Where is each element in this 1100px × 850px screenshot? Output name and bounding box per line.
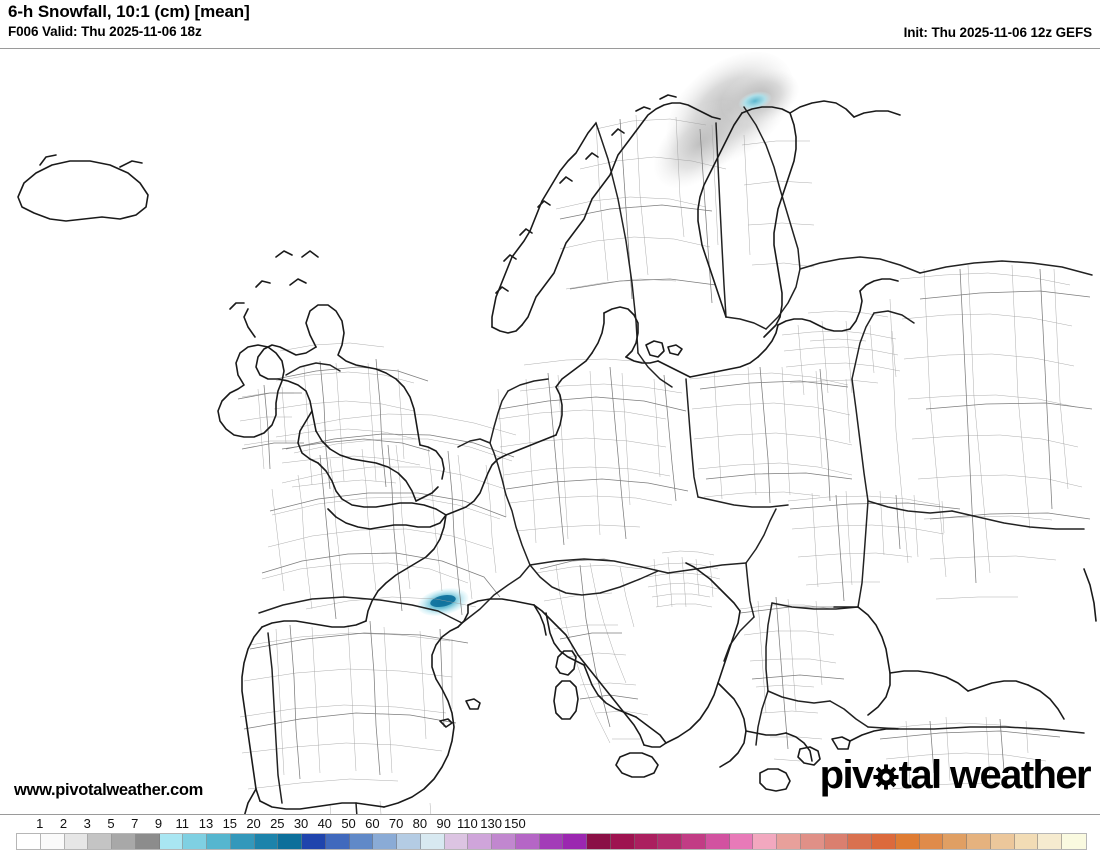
pivotal-weather-logo: piv tal weather — [819, 753, 1092, 797]
model-init-time: Init: Thu 2025-11-06 12z GEFS — [903, 25, 1093, 40]
colorbar-swatch — [610, 834, 635, 849]
colorbar: 1 2 3 5 7 9 11 13 15 20 25 30 40 50 60 70 80 90 110 130 150 — [0, 816, 1100, 850]
title-block: 6-h Snowfall, 10:1 (cm) [mean] F006 Vali… — [8, 2, 250, 40]
colorbar-swatch — [634, 834, 659, 849]
colorbar-tick-label: 80 — [412, 816, 428, 831]
colorbar-tick-label: 40 — [317, 816, 333, 831]
colorbar-tick-label: 130 — [480, 816, 502, 831]
coastlines-layer — [17, 94, 1097, 814]
shaded-area-scandinavia-2 — [653, 100, 747, 188]
colorbar-tick-label: 15 — [222, 816, 238, 831]
colorbar-tick-label: 150 — [504, 816, 526, 831]
colorbar-swatch — [967, 834, 991, 849]
colorbar-swatch — [373, 834, 397, 849]
colorbar-swatch — [753, 834, 777, 849]
colorbar-tick-label: 13 — [198, 816, 214, 831]
colorbar-tick-label: 20 — [246, 816, 261, 831]
colorbar-swatch — [159, 834, 184, 849]
colorbar-swatch — [824, 834, 849, 849]
colorbar-swatch — [943, 834, 967, 849]
colorbar-swatch — [468, 834, 492, 849]
colorbar-tick-label: 5 — [107, 816, 115, 831]
colorbar-swatch — [872, 834, 896, 849]
country-borders-layer — [258, 106, 1093, 814]
colorbar-tick-label: 110 — [456, 816, 478, 831]
colorbar-swatches[interactable] — [16, 833, 1087, 850]
map-canvas[interactable]: www.pivotalweather.com piv tal weather — [0, 48, 1100, 815]
colorbar-swatch — [64, 834, 89, 849]
colorbar-tick-label: 7 — [131, 816, 139, 831]
colorbar-swatch — [88, 834, 112, 849]
colorbar-swatch — [658, 834, 682, 849]
colorbar-swatch — [563, 834, 587, 849]
snowfall-shading-layer — [417, 51, 799, 616]
colorbar-swatch — [492, 834, 516, 849]
colorbar-swatch — [325, 834, 350, 849]
colorbar-labels: 1 2 3 5 7 9 11 13 15 20 25 30 40 50 60 70 80 90 110 130 150 — [0, 816, 1100, 832]
forecast-valid-time: F006 Valid: Thu 2025-11-06 18z — [8, 24, 202, 39]
colorbar-tick-label: 9 — [154, 816, 163, 831]
map-background — [0, 49, 1100, 814]
shaded-area-lapland-core — [738, 91, 772, 111]
colorbar-swatch — [254, 834, 279, 849]
colorbar-swatch — [515, 834, 540, 849]
colorbar-swatch — [1014, 834, 1039, 849]
colorbar-tick-label: 60 — [365, 816, 380, 831]
colorbar-swatch — [1038, 834, 1062, 849]
colorbar-swatch — [397, 834, 421, 849]
county-borders-layer — [239, 114, 1083, 814]
colorbar-swatch — [302, 834, 326, 849]
colorbar-swatch — [444, 834, 469, 849]
colorbar-swatch — [230, 834, 255, 849]
colorbar-swatch — [777, 834, 801, 849]
colorbar-tick-label: 30 — [293, 816, 309, 831]
colorbar-tick-label: 3 — [83, 816, 91, 831]
website-watermark: www.pivotalweather.com — [14, 781, 204, 799]
colorbar-swatch — [207, 834, 231, 849]
colorbar-swatch — [349, 834, 374, 849]
state-borders-layer — [237, 118, 1093, 780]
colorbar-swatch — [135, 834, 160, 849]
colorbar-swatch — [112, 834, 136, 849]
colorbar-swatch — [800, 834, 825, 849]
gear-snowflake-icon — [873, 764, 899, 790]
shaded-area-pyrenees-core — [430, 594, 456, 608]
colorbar-swatch — [40, 834, 65, 849]
europe-map-graphic — [0, 49, 1100, 814]
colorbar-swatch — [539, 834, 564, 849]
colorbar-tick-label: 50 — [341, 816, 356, 831]
colorbar-swatch — [990, 834, 1015, 849]
logo-text-part2: tal weather — [898, 753, 1092, 797]
map-header: 6-h Snowfall, 10:1 (cm) [mean] F006 Vali… — [0, 0, 1100, 48]
colorbar-swatch — [17, 834, 41, 849]
colorbar-tick-label: 90 — [436, 816, 451, 831]
colorbar-swatch — [1062, 834, 1086, 849]
colorbar-tick-label: 70 — [388, 816, 404, 831]
logo-text-part1: piv — [819, 753, 875, 797]
colorbar-swatch — [682, 834, 706, 849]
colorbar-swatch — [919, 834, 944, 849]
colorbar-swatch — [278, 834, 302, 849]
colorbar-tick-label: 1 — [36, 816, 44, 831]
colorbar-swatch — [729, 834, 754, 849]
colorbar-swatch — [895, 834, 920, 849]
page-title: 6-h Snowfall, 10:1 (cm) [mean] — [8, 2, 250, 21]
colorbar-tick-label: 11 — [175, 816, 190, 831]
colorbar-swatch — [705, 834, 730, 849]
colorbar-swatch — [587, 834, 611, 849]
colorbar-swatch — [183, 834, 207, 849]
colorbar-tick-label: 25 — [270, 816, 285, 831]
colorbar-swatch — [848, 834, 872, 849]
colorbar-tick-label: 2 — [59, 816, 68, 831]
colorbar-swatch — [420, 834, 445, 849]
